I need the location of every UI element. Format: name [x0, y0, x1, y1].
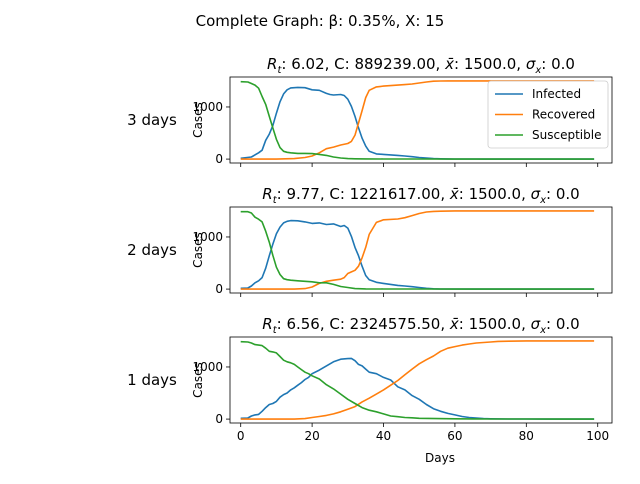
- plot-frame: [229, 336, 613, 424]
- series-line-infected: [240, 357, 595, 420]
- row-label: 3 days: [127, 111, 177, 129]
- y-tick-label: 0: [215, 412, 223, 426]
- x-tick-label: 0: [237, 429, 245, 443]
- panel-1: 3 days Rt: 6.02, C: 889239.00, x̄: 1500.0…: [127, 55, 613, 167]
- panel-title-3: Rt: 6.56, C: 2324575.50, x̄: 1500.0, σx:…: [262, 315, 579, 336]
- series-line-susceptible: [240, 210, 595, 290]
- x-axis-label: Days: [425, 451, 455, 465]
- panel-3: 1 days Rt: 6.56, C: 2324575.50, x̄: 1500.…: [127, 315, 613, 443]
- y-tick-label: 0: [215, 152, 223, 166]
- y-axis-label: Cases: [191, 232, 205, 268]
- x-tick-label: 60: [447, 429, 462, 443]
- legend-label-recovered: Recovered: [532, 108, 595, 122]
- legend: Infected Recovered Susceptible: [487, 80, 609, 149]
- x-tick-label: 100: [586, 429, 609, 443]
- x-tick-label: 80: [519, 429, 534, 443]
- row-label: 1 days: [127, 371, 177, 389]
- plot-frame: [229, 76, 613, 164]
- figure-title: Complete Graph: β: 0.35%, X: 15: [196, 12, 445, 30]
- row-label: 2 days: [127, 241, 177, 259]
- y-tick-label: 1000: [192, 230, 223, 244]
- y-tick-label: 1000: [192, 360, 223, 374]
- series-line-infected: [240, 219, 595, 290]
- series-line-recovered: [240, 210, 595, 290]
- panel-2: 2 days Rt: 9.77, C: 1221617.00, x̄: 1500.…: [127, 185, 613, 297]
- series-line-susceptible: [240, 340, 595, 420]
- y-axis-label: Cases: [191, 102, 205, 138]
- legend-label-infected: Infected: [532, 87, 581, 101]
- y-tick-label: 0: [215, 282, 223, 296]
- legend-label-susceptible: Susceptible: [532, 128, 601, 142]
- panel-title-2: Rt: 9.77, C: 1221617.00, x̄: 1500.0, σx:…: [262, 185, 579, 206]
- y-axis-label: Cases: [191, 362, 205, 398]
- y-tick-label: 1000: [192, 100, 223, 114]
- x-tick-label: 40: [376, 429, 391, 443]
- series-line-susceptible: [240, 80, 595, 160]
- panel-title-1: Rt: 6.02, C: 889239.00, x̄: 1500.0, σx: …: [267, 55, 575, 76]
- x-tick-label: 20: [304, 429, 319, 443]
- series-line-recovered: [240, 340, 595, 420]
- legend-box: [487, 80, 609, 149]
- plot-frame: [229, 206, 613, 294]
